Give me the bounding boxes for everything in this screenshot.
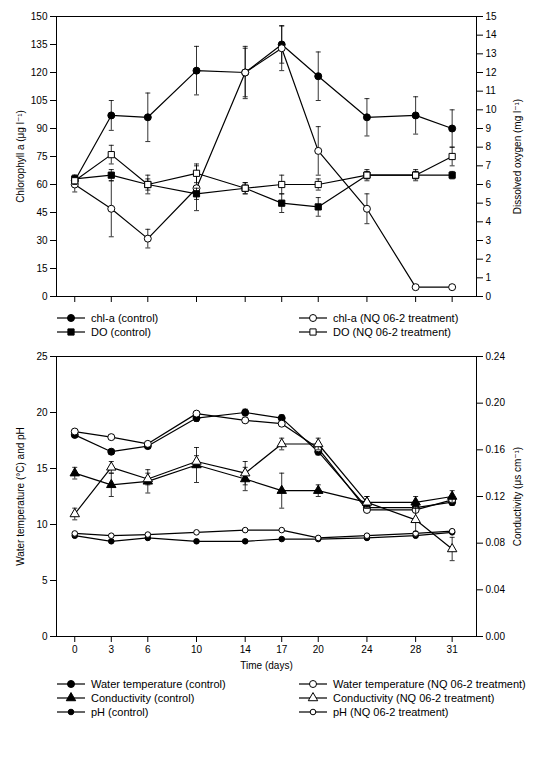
- svg-text:14: 14: [486, 29, 498, 40]
- svg-text:0: 0: [486, 291, 492, 302]
- svg-text:31: 31: [447, 644, 459, 655]
- svg-text:7: 7: [486, 160, 492, 171]
- svg-text:28: 28: [410, 644, 422, 655]
- svg-text:Dissolved oxygen (mg l⁻¹): Dissolved oxygen (mg l⁻¹): [512, 99, 523, 214]
- svg-text:14: 14: [240, 644, 252, 655]
- svg-text:9: 9: [486, 123, 492, 134]
- svg-text:20: 20: [36, 407, 48, 418]
- svg-text:20: 20: [313, 644, 325, 655]
- svg-text:1: 1: [486, 272, 492, 283]
- svg-text:0.08: 0.08: [486, 537, 506, 548]
- svg-text:45: 45: [36, 207, 48, 218]
- html-text:DO (control): DO (control): [91, 326, 151, 338]
- svg-text:8: 8: [486, 141, 492, 152]
- svg-text:24: 24: [361, 644, 373, 655]
- svg-text:3: 3: [486, 235, 492, 246]
- svg-text:15: 15: [36, 463, 48, 474]
- svg-text:150: 150: [31, 11, 48, 22]
- svg-text:0: 0: [72, 644, 78, 655]
- svg-text:0.00: 0.00: [486, 631, 506, 642]
- html-text:pH (control): pH (control): [91, 706, 149, 718]
- html-text:DO (NQ 06-2 treatment): DO (NQ 06-2 treatment): [333, 326, 451, 338]
- svg-text:15: 15: [36, 263, 48, 274]
- svg-text:60: 60: [36, 179, 48, 190]
- html-text:chl-a (control): chl-a (control): [91, 312, 159, 324]
- svg-text:10: 10: [36, 519, 48, 530]
- svg-text:10: 10: [191, 644, 203, 655]
- svg-text:30: 30: [36, 235, 48, 246]
- svg-text:Conductivity (μs cm⁻¹): Conductivity (μs cm⁻¹): [512, 447, 523, 546]
- html-text:Conductivity (NQ 06-2 treatmen: Conductivity (NQ 06-2 treatment): [333, 692, 495, 704]
- svg-text:Time (days): Time (days): [240, 660, 292, 671]
- svg-text:15: 15: [486, 11, 498, 22]
- svg-text:17: 17: [276, 644, 288, 655]
- html-text:Water temperature (control): Water temperature (control): [91, 678, 226, 690]
- html-text:Water temperature (NQ 06-2 tre: Water temperature (NQ 06-2 treatment): [333, 678, 526, 690]
- svg-text:25: 25: [36, 351, 48, 362]
- svg-text:0: 0: [42, 631, 48, 642]
- svg-text:11: 11: [486, 85, 497, 96]
- svg-text:6: 6: [145, 644, 151, 655]
- svg-text:0.20: 0.20: [486, 397, 506, 408]
- svg-text:0.12: 0.12: [486, 491, 506, 502]
- svg-text:2: 2: [486, 253, 492, 264]
- svg-text:0: 0: [42, 291, 48, 302]
- svg-text:10: 10: [486, 104, 498, 115]
- svg-text:6: 6: [486, 179, 492, 190]
- svg-text:5: 5: [486, 197, 492, 208]
- svg-text:3: 3: [109, 644, 115, 655]
- svg-text:0.04: 0.04: [486, 584, 506, 595]
- svg-text:90: 90: [36, 123, 48, 134]
- html-text:Conductivity (control): Conductivity (control): [91, 692, 195, 704]
- svg-text:13: 13: [486, 48, 498, 59]
- html-text:chl-a (NQ 06-2 treatment): chl-a (NQ 06-2 treatment): [333, 312, 459, 324]
- svg-text:0.16: 0.16: [486, 444, 506, 455]
- svg-text:135: 135: [31, 39, 48, 50]
- svg-text:5: 5: [42, 575, 48, 586]
- svg-text:105: 105: [31, 95, 48, 106]
- html-text:pH (NQ 06-2 treatment): pH (NQ 06-2 treatment): [333, 706, 449, 718]
- svg-text:12: 12: [486, 67, 498, 78]
- svg-text:Chlorophyll a (μg l⁻¹): Chlorophyll a (μg l⁻¹): [15, 110, 26, 203]
- svg-text:120: 120: [31, 67, 48, 78]
- svg-text:75: 75: [36, 151, 48, 162]
- svg-text:4: 4: [486, 216, 492, 227]
- svg-text:0.24: 0.24: [486, 351, 506, 362]
- svg-text:Water temperature (°C) and pH: Water temperature (°C) and pH: [15, 427, 26, 566]
